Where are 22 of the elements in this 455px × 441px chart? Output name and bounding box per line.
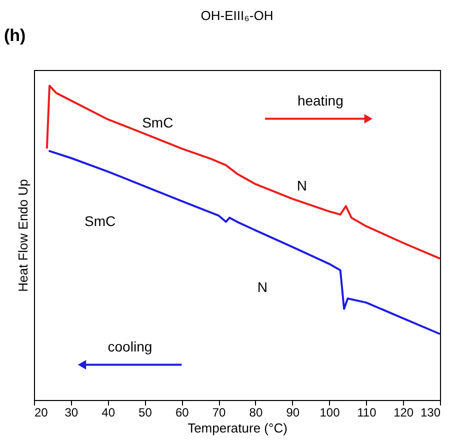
- x-tick-label: 70: [212, 406, 226, 420]
- x-tick-label: 20: [34, 406, 48, 420]
- x-tick-label: 30: [64, 406, 78, 420]
- x-tick-label: 40: [102, 406, 116, 420]
- annotation: N: [296, 177, 308, 194]
- x-tick-label: 60: [175, 406, 190, 420]
- annotation: SmC: [84, 212, 116, 229]
- x-tick-label: 100: [320, 406, 340, 420]
- annotation: heating: [297, 92, 344, 108]
- annotation: SmC: [142, 114, 174, 130]
- x-axis-title: Temperature (°C): [188, 420, 288, 436]
- x-tick-label: 80: [249, 406, 263, 420]
- annotation: cooling: [108, 338, 152, 355]
- x-tick-label: 50: [138, 406, 152, 420]
- y-axis-title: Heat Flow Endo Up: [16, 179, 30, 292]
- annotation: N: [257, 278, 268, 295]
- x-tick-label: 110: [357, 406, 377, 420]
- x-tick-label: 120: [394, 406, 414, 420]
- x-tick-label: 130: [420, 406, 441, 420]
- text: (h): [4, 26, 26, 45]
- chart-title: OH-EIII₆-OH: [200, 8, 274, 23]
- x-tick-label: 90: [286, 406, 300, 420]
